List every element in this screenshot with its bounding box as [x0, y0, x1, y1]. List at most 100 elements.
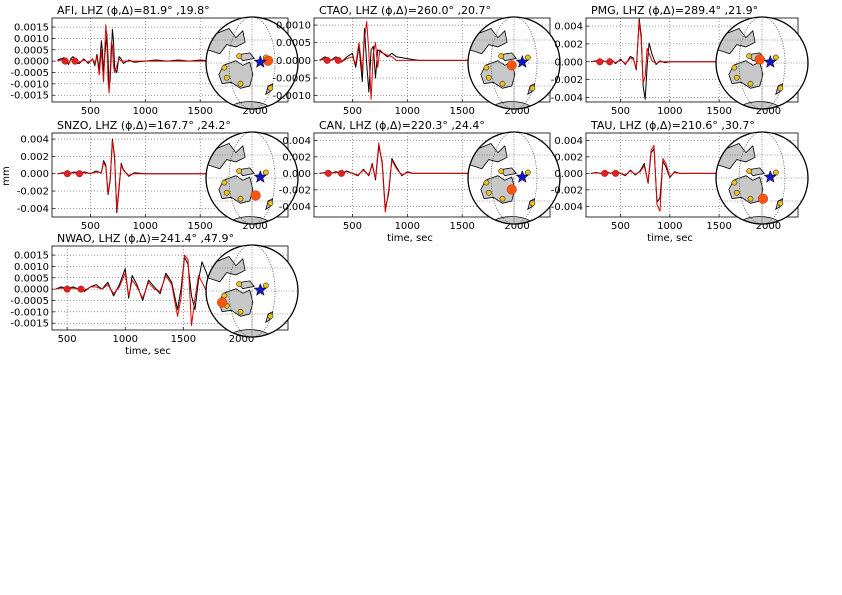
y-tick-label: 0.0005: [276, 38, 311, 49]
source-star-icon: [763, 54, 778, 68]
x-axis-label: time, sec: [387, 233, 433, 244]
papua-land: [499, 52, 518, 62]
station-dot: [236, 53, 242, 59]
station-dot: [733, 189, 740, 196]
phase-marker: [75, 170, 83, 178]
y-tick-label: 0.0010: [14, 262, 49, 273]
x-tick-label: 1000: [395, 106, 420, 117]
station-dot: [529, 200, 536, 207]
x-tick-label: 1000: [133, 221, 158, 232]
traces: [590, 144, 739, 212]
station-dot: [221, 64, 228, 71]
y-tick-label: -0.0005: [272, 74, 311, 85]
meridian-line: [738, 17, 786, 109]
station-dot: [746, 53, 752, 59]
antarctica-land: [228, 329, 271, 337]
traces: [57, 138, 223, 214]
globe-map: [716, 17, 808, 109]
x-tick-label: 500: [611, 221, 630, 232]
station-dot: [236, 281, 242, 287]
traces: [590, 18, 739, 100]
x-tick-label: 500: [81, 106, 100, 117]
y-tick-label: 0.002: [282, 152, 311, 163]
station-dot: [499, 195, 506, 202]
phase-marker: [63, 170, 71, 178]
globe-map: [206, 17, 298, 109]
selected-station-dot: [506, 60, 517, 71]
y-tick-label: 0.0010: [14, 34, 49, 45]
station-dot: [237, 195, 244, 202]
papua-land: [747, 167, 766, 177]
x-tick-label: 1500: [449, 106, 474, 117]
y-tick-label: 0.002: [554, 39, 583, 50]
station-dot: [747, 80, 754, 87]
traces: [319, 142, 485, 213]
selected-station-dot: [754, 54, 765, 65]
station-dot: [731, 64, 738, 71]
y-tick-label: 0.0015: [14, 251, 49, 262]
y-tick-label: 0.002: [554, 152, 583, 163]
panel-pmg: 500 1000 1500 2000 0.004 0.002 0.000 -0.002 -0.0…: [551, 4, 809, 117]
y-tick-label: -0.002: [551, 185, 583, 196]
x-tick-label: 1500: [706, 221, 731, 232]
source-star-icon: [763, 169, 778, 183]
y-tick-label: -0.004: [551, 202, 583, 213]
station-dot: [483, 64, 490, 71]
meridian-line: [228, 245, 276, 337]
phase-marker: [606, 58, 614, 66]
station-dot: [237, 80, 244, 87]
station-dot: [772, 169, 779, 176]
station-dot: [267, 200, 274, 207]
station-dot: [223, 74, 230, 81]
y-tick-label: -0.0005: [10, 296, 49, 307]
y-tick-label: 0.0000: [14, 285, 49, 296]
globe-map: [206, 245, 298, 337]
phase-marker: [63, 285, 71, 293]
panel-title: PMG, LHZ (ϕ,Δ)=289.4° ,21.9°: [591, 4, 758, 17]
station-dot: [499, 80, 506, 87]
x-tick-label: 1000: [395, 221, 420, 232]
phase-marker: [337, 169, 345, 177]
panel-snzo: 500 1000 1500 2000 0.004 0.002 0.000 -0.002 -0.0…: [17, 119, 299, 232]
y-tick-label: 0.002: [20, 152, 49, 163]
x-tick-label: 500: [611, 106, 630, 117]
traces: [319, 21, 485, 100]
y-tick-label: -0.0010: [10, 307, 49, 318]
station-dot: [524, 169, 531, 176]
synthetic-trace: [319, 21, 485, 100]
x-tick-label: 1000: [113, 334, 138, 345]
papua-land: [237, 52, 256, 62]
x-tick-label: 1500: [187, 106, 212, 117]
source-star-icon: [515, 169, 530, 183]
x-tick-label: 1500: [187, 221, 212, 232]
x-tick-label: 500: [58, 334, 77, 345]
station-dot: [777, 85, 784, 92]
globe-outline: [715, 16, 809, 110]
x-tick-label: 2000: [504, 221, 529, 232]
panel-tau: 500 1000 1500 2000 0.004 0.002 0.000 -0.002 -0.0…: [551, 119, 809, 244]
y-tick-label: 0.000: [554, 169, 583, 180]
phase-marker: [323, 56, 331, 64]
source-star-icon: [253, 169, 268, 183]
globe-outline: [715, 131, 809, 225]
y-tick-label: 0.004: [282, 136, 311, 147]
panel-title: SNZO, LHZ (ϕ,Δ)=167.7° ,24.2°: [57, 119, 231, 132]
station-dot: [236, 168, 242, 174]
globe-outline: [467, 16, 561, 110]
papua-land: [237, 167, 256, 177]
y-tick-label: -0.0015: [10, 319, 49, 330]
antarctica-land: [490, 101, 533, 109]
selected-station-dot: [757, 193, 768, 204]
y-tick-label: 0.0000: [276, 56, 311, 67]
panel-title: AFI, LHZ (ϕ,Δ)=81.9° ,19.8°: [57, 4, 210, 17]
station-dot: [221, 179, 228, 186]
station-dot: [777, 200, 784, 207]
globe-outline: [467, 131, 561, 225]
y-tick-label: -0.002: [279, 185, 311, 196]
y-tick-label: -0.002: [551, 75, 583, 86]
y-tick-label: 0.0005: [14, 45, 49, 56]
panel-ctao: 500 1000 1500 2000 0.0010 0.0005 0.0000 -0.0005…: [272, 4, 561, 117]
y-tick-label: 0.0015: [14, 23, 49, 34]
selected-station-dot: [506, 184, 517, 195]
station-dot: [485, 189, 492, 196]
